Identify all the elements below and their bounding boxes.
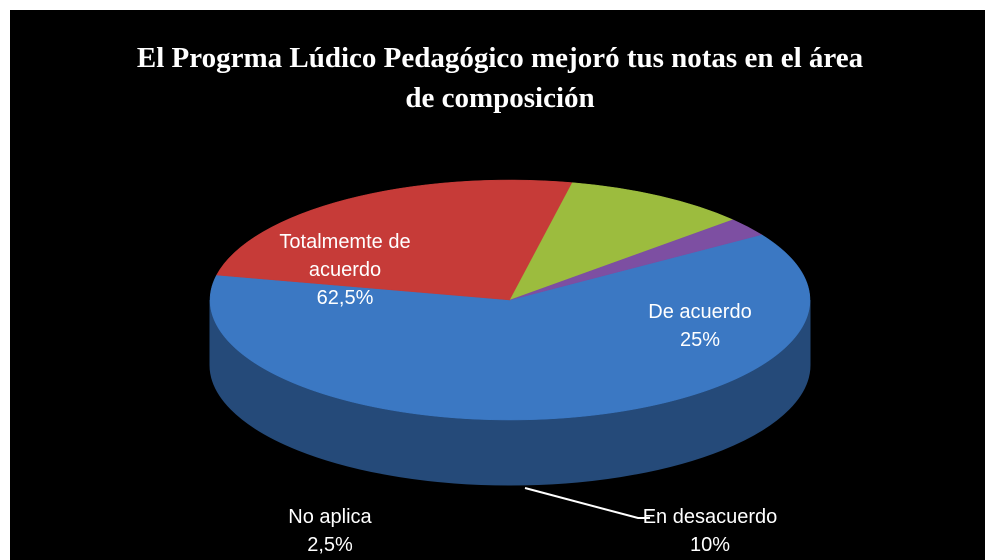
leader-line xyxy=(524,487,650,519)
category-label: De acuerdo xyxy=(648,301,752,323)
value-label: 62,5% xyxy=(316,287,374,309)
data-label: En desacuerdo 10% xyxy=(610,503,810,559)
chart-title: El Progrma Lúdico Pedagógico mejoró tus … xyxy=(136,42,864,114)
data-label: Totalmemte de acuerdo 62,5% xyxy=(265,228,425,312)
chart-area: El Progrma Lúdico Pedagógico mejoró tus … xyxy=(10,10,985,560)
category-label: Totalmemte de acuerdo xyxy=(279,231,411,281)
slice xyxy=(509,182,734,301)
value-label: 25% xyxy=(679,329,721,351)
category-label: No aplica xyxy=(288,506,372,528)
slice xyxy=(509,219,763,301)
category-label: En desacuerdo xyxy=(642,506,778,528)
value-label: 2,5% xyxy=(307,534,353,556)
data-label: No aplica 2,5% xyxy=(260,503,400,559)
value-label: 10% xyxy=(689,534,731,556)
slice xyxy=(209,234,811,421)
slice xyxy=(216,179,573,301)
data-label: De acuerdo 25% xyxy=(620,298,780,354)
chart xyxy=(209,179,811,519)
